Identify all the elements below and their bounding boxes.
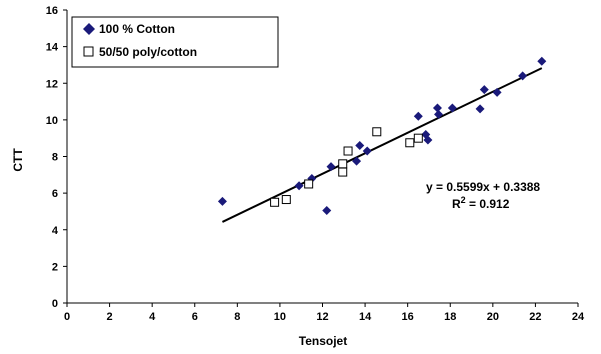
y-tick-label: 2 [52,261,58,273]
y-tick-label: 16 [46,5,58,17]
y-tick-label: 12 [46,78,58,90]
y-tick-label: 4 [52,225,59,237]
x-tick-label: 24 [572,311,585,323]
r2-prefix: R [452,197,461,211]
data-point-poly-cotton [344,147,352,155]
data-point-poly-cotton [271,198,279,206]
x-tick-label: 22 [529,311,541,323]
regression-equation: y = 0.5599x + 0.3388 [426,180,540,194]
legend-label-cotton: 100 % Cotton [99,22,175,36]
data-point-cotton [218,197,227,206]
data-point-poly-cotton [282,196,290,204]
data-point-cotton [434,110,443,119]
legend: 100 % Cotton 50/50 poly/cotton [72,17,278,67]
data-point-cotton [480,85,489,94]
data-point-cotton [322,206,331,215]
y-axis-title: CTT [11,148,25,172]
y-tick-label: 14 [46,42,59,54]
x-tick-label: 14 [359,311,372,323]
data-point-cotton [537,57,546,66]
x-tick-label: 6 [192,311,198,323]
x-tick-label: 8 [234,311,240,323]
data-point-poly-cotton [305,180,313,188]
data-point-cotton [327,162,336,171]
x-tick-label: 20 [487,311,499,323]
x-tick-label: 18 [444,311,456,323]
x-tick-label: 0 [64,311,70,323]
y-tick-label: 8 [52,152,58,164]
x-ticks: 0 2 4 6 8 10 12 14 16 18 20 22 24 [64,303,585,323]
data-point-poly-cotton [414,134,422,142]
y-ticks: 0 2 4 6 8 10 12 14 16 [46,5,67,310]
data-point-poly-cotton [339,160,347,168]
y-tick-label: 0 [52,298,58,310]
data-point-poly-cotton [339,168,347,176]
data-point-cotton [448,103,457,112]
y-tick-label: 6 [52,188,58,200]
data-point-cotton [355,141,364,150]
x-tick-label: 16 [402,311,414,323]
x-tick-label: 4 [149,311,156,323]
x-axis-title: Tensojet [299,334,347,348]
r-squared-label: R2 = 0.912 [452,195,510,211]
data-point-poly-cotton [373,128,381,136]
data-point-cotton [476,104,485,113]
legend-label-poly-cotton: 50/50 poly/cotton [99,45,197,59]
r2-suffix: = 0.912 [466,197,510,211]
x-tick-label: 2 [107,311,113,323]
y-tick-label: 10 [46,115,58,127]
x-tick-label: 12 [316,311,328,323]
x-tick-label: 10 [274,311,286,323]
data-point-poly-cotton [406,139,414,147]
legend-square-marker [84,47,93,56]
data-point-cotton [414,112,423,121]
